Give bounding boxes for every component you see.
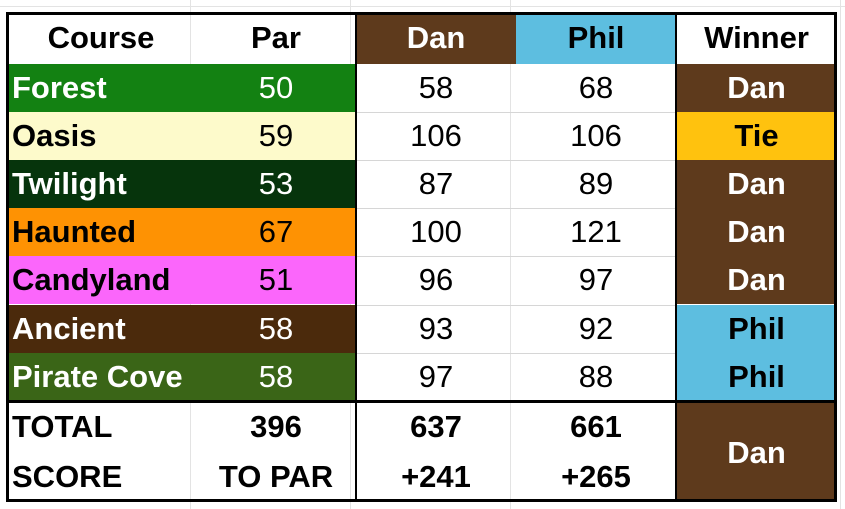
dan-score-cell[interactable]: 87 bbox=[418, 166, 454, 202]
par-cell[interactable]: 50 bbox=[196, 64, 356, 113]
row-separator bbox=[357, 352, 675, 354]
header-par[interactable]: Par bbox=[251, 20, 301, 55]
phil-score-cell[interactable]: 88 bbox=[578, 358, 614, 394]
course-name-cell[interactable]: Twilight bbox=[6, 160, 196, 209]
table-row: Candyland 51 96 97 Dan bbox=[6, 256, 837, 305]
header-phil[interactable]: Phil bbox=[516, 12, 676, 64]
dan-score-cell[interactable]: 58 bbox=[418, 70, 454, 106]
table-row: Haunted 67 100 121 Dan bbox=[6, 208, 837, 257]
table-row: Oasis 59 106 106 Tie bbox=[6, 112, 837, 161]
winner-cell[interactable]: Dan bbox=[676, 64, 837, 113]
par-cell[interactable]: 53 bbox=[196, 160, 356, 209]
par-cell[interactable]: 51 bbox=[196, 256, 356, 305]
phil-score-cell[interactable]: 121 bbox=[570, 214, 622, 250]
header-dan[interactable]: Dan bbox=[356, 12, 516, 64]
phil-score-cell[interactable]: 92 bbox=[578, 310, 614, 346]
course-name-cell[interactable]: Pirate Cove bbox=[6, 352, 196, 401]
course-name-cell[interactable]: Candyland bbox=[6, 256, 196, 305]
dan-score-cell[interactable]: 96 bbox=[418, 262, 454, 298]
row-separator bbox=[357, 160, 675, 162]
winner-cell[interactable]: Dan bbox=[676, 160, 837, 209]
par-cell[interactable]: 58 bbox=[196, 304, 356, 353]
total-par[interactable]: 396 bbox=[250, 409, 302, 444]
score-to-par-label[interactable]: TO PAR bbox=[218, 458, 334, 494]
par-cell[interactable]: 67 bbox=[196, 208, 356, 257]
winner-cell[interactable]: Tie bbox=[676, 112, 837, 161]
total-label[interactable]: TOTAL bbox=[12, 409, 113, 444]
course-name-cell[interactable]: Forest bbox=[6, 64, 196, 113]
score-row: SCORE TO PAR +241 +265 bbox=[6, 451, 837, 502]
winner-cell[interactable]: Dan bbox=[676, 208, 837, 257]
winner-cell[interactable]: Dan bbox=[676, 256, 837, 305]
dan-score-cell[interactable]: 106 bbox=[410, 118, 462, 154]
course-name-cell[interactable]: Ancient bbox=[6, 304, 196, 353]
row-separator bbox=[357, 256, 675, 258]
header-course[interactable]: Course bbox=[47, 20, 155, 55]
header-winner[interactable]: Winner bbox=[704, 20, 809, 55]
total-dan[interactable]: 637 bbox=[410, 409, 462, 444]
dan-score-cell[interactable]: 93 bbox=[418, 310, 454, 346]
phil-score-cell[interactable]: 89 bbox=[578, 166, 614, 202]
score-dan[interactable]: +241 bbox=[401, 458, 471, 494]
table-row: Twilight 53 87 89 Dan bbox=[6, 160, 837, 209]
score-phil[interactable]: +265 bbox=[561, 458, 631, 494]
phil-score-cell[interactable]: 106 bbox=[570, 118, 622, 154]
score-label[interactable]: SCORE bbox=[12, 458, 123, 494]
total-row: TOTAL 396 637 661 bbox=[6, 403, 837, 451]
winner-cell[interactable]: Phil bbox=[676, 304, 837, 353]
phil-score-cell[interactable]: 68 bbox=[578, 70, 614, 106]
table-row: Forest 50 58 68 Dan bbox=[6, 64, 837, 113]
par-cell[interactable]: 59 bbox=[196, 112, 356, 161]
overall-winner-cell[interactable]: Dan bbox=[676, 403, 837, 502]
row-separator bbox=[357, 112, 675, 114]
total-phil[interactable]: 661 bbox=[570, 409, 622, 444]
score-table: Course Par Dan Phil Winner Forest 50 58 68 D… bbox=[6, 12, 837, 502]
course-name-cell[interactable]: Haunted bbox=[6, 208, 196, 257]
phil-score-cell[interactable]: 97 bbox=[578, 262, 614, 298]
row-separator bbox=[357, 208, 675, 210]
course-name-cell[interactable]: Oasis bbox=[6, 112, 196, 161]
dan-score-cell[interactable]: 97 bbox=[418, 358, 454, 394]
header-row: Course Par Dan Phil Winner bbox=[6, 12, 837, 64]
dan-score-cell[interactable]: 100 bbox=[410, 214, 462, 250]
par-cell[interactable]: 58 bbox=[196, 352, 356, 401]
row-separator bbox=[357, 304, 675, 306]
table-row: Pirate Cove 58 97 88 Phil bbox=[6, 352, 837, 401]
table-row: Ancient 58 93 92 Phil bbox=[6, 304, 837, 353]
winner-cell[interactable]: Phil bbox=[676, 352, 837, 401]
